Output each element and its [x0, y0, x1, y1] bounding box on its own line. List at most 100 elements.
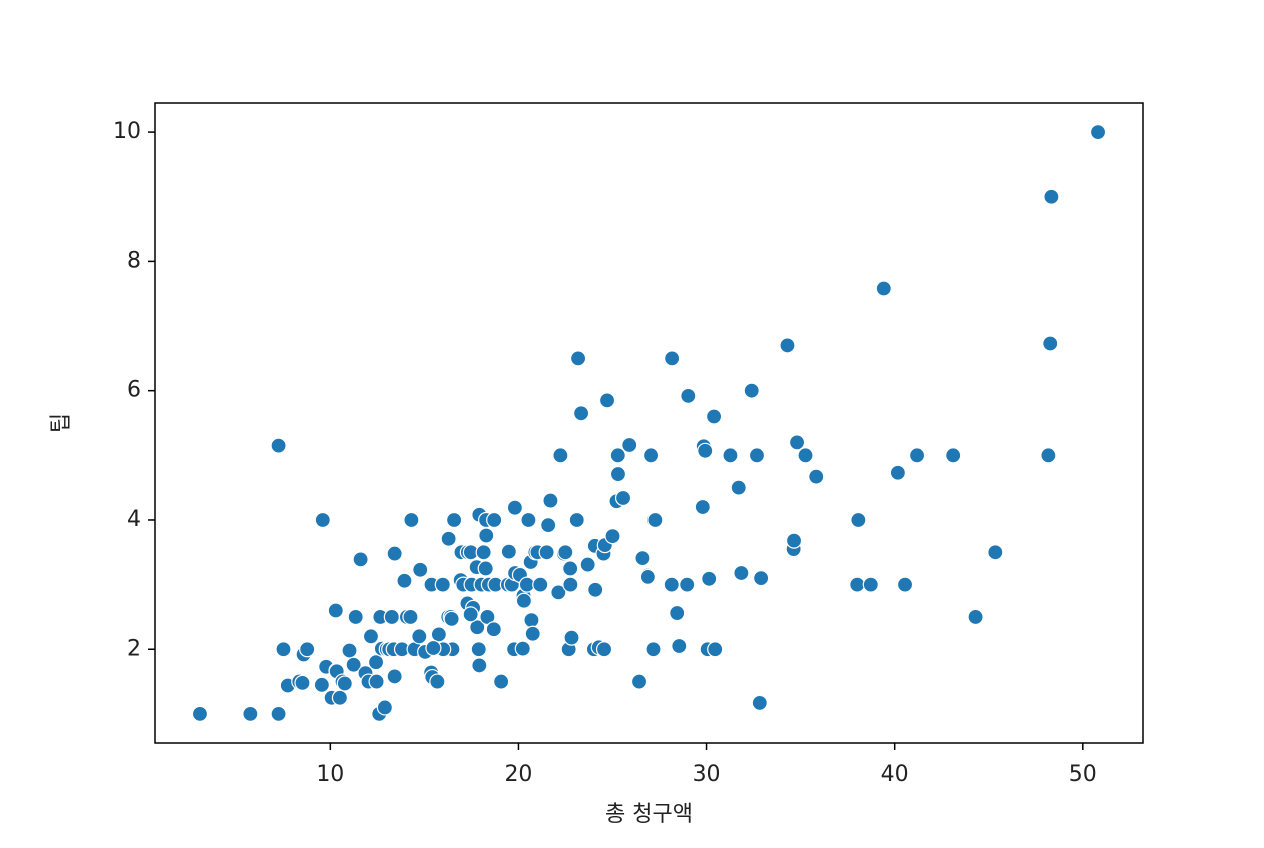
point: [434, 576, 451, 593]
point: [664, 350, 681, 367]
point: [1089, 123, 1107, 141]
point: [889, 464, 906, 481]
point: [743, 382, 760, 399]
point: [336, 675, 353, 692]
point: [345, 656, 362, 673]
point: [412, 561, 429, 578]
point: [383, 608, 400, 626]
point: [299, 641, 316, 658]
point: [532, 576, 549, 593]
point: [331, 689, 349, 706]
y-tick-label: 6: [127, 378, 141, 403]
point: [270, 437, 287, 454]
point: [630, 673, 648, 690]
point: [722, 447, 739, 464]
point: [477, 560, 494, 577]
point: [751, 694, 768, 712]
point: [520, 511, 537, 529]
point: [669, 604, 686, 622]
point: [347, 608, 364, 626]
point: [469, 619, 486, 636]
point: [446, 511, 463, 529]
point: [367, 654, 385, 671]
x-tick-label: 10: [316, 762, 344, 787]
point: [896, 576, 914, 593]
point: [572, 405, 590, 422]
y-tick-label: 4: [127, 507, 141, 532]
point: [478, 527, 495, 544]
point: [362, 628, 380, 645]
point: [733, 564, 750, 582]
point: [598, 392, 616, 409]
point: [808, 468, 825, 485]
point: [730, 479, 747, 496]
point: [707, 641, 724, 658]
x-tick-label: 50: [1069, 762, 1097, 787]
point: [506, 499, 523, 516]
point: [403, 511, 420, 529]
point: [785, 532, 803, 549]
x-tick-label: 40: [881, 762, 909, 787]
point: [614, 489, 632, 507]
point: [524, 625, 541, 642]
y-axis-label: 팁: [49, 413, 74, 433]
point: [471, 657, 488, 674]
point: [396, 572, 413, 589]
point: [470, 641, 487, 658]
point: [908, 447, 926, 464]
point: [500, 543, 517, 560]
point: [609, 465, 627, 483]
point: [663, 576, 680, 593]
point: [386, 668, 403, 685]
point: [402, 608, 419, 626]
point: [486, 511, 503, 529]
point: [639, 568, 656, 585]
point: [562, 576, 579, 593]
point: [411, 628, 428, 645]
point: [875, 280, 892, 297]
point: [849, 576, 866, 593]
plot-frame: [154, 102, 1144, 744]
point: [862, 576, 879, 593]
point: [645, 641, 662, 658]
point: [634, 550, 651, 567]
point: [191, 705, 209, 723]
point: [579, 556, 596, 573]
point: [552, 447, 569, 464]
point: [595, 641, 613, 658]
point: [270, 705, 287, 723]
x-tick-label: 30: [693, 762, 721, 787]
point: [697, 442, 714, 459]
point: [313, 676, 330, 693]
point: [987, 544, 1004, 561]
point: [679, 576, 696, 593]
point: [294, 674, 311, 691]
point: [621, 436, 638, 454]
point: [493, 673, 510, 690]
point: [386, 545, 403, 562]
point: [314, 511, 331, 529]
x-axis-label: 총 청구액: [605, 802, 693, 827]
point: [563, 629, 580, 646]
point: [327, 602, 344, 619]
point: [779, 337, 796, 354]
point: [945, 447, 962, 464]
point: [604, 528, 621, 545]
point: [540, 517, 557, 534]
point: [609, 447, 626, 464]
point: [443, 610, 460, 627]
point: [1043, 188, 1060, 205]
point: [680, 387, 697, 404]
point: [523, 612, 540, 629]
point: [1042, 335, 1059, 352]
point: [352, 551, 369, 568]
point: [788, 434, 806, 451]
point: [587, 581, 604, 598]
point: [701, 570, 718, 587]
point: [647, 511, 664, 529]
point: [850, 511, 867, 529]
point: [642, 447, 660, 464]
point: [967, 608, 984, 626]
point: [518, 576, 536, 593]
